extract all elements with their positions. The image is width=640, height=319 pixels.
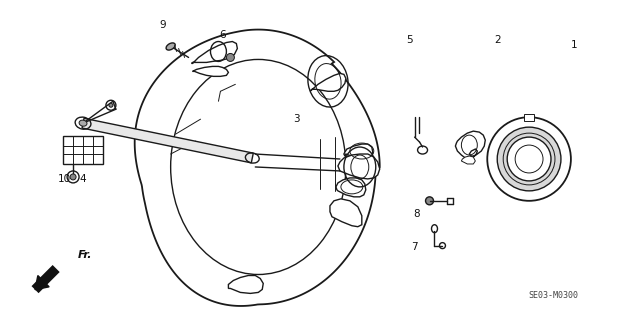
Ellipse shape — [497, 127, 561, 191]
Text: 2: 2 — [494, 34, 500, 45]
Ellipse shape — [166, 43, 175, 50]
Polygon shape — [330, 199, 362, 227]
Text: Fr.: Fr. — [78, 249, 93, 260]
Text: SE03-M0300: SE03-M0300 — [529, 291, 579, 300]
Polygon shape — [82, 118, 253, 163]
Polygon shape — [134, 30, 380, 306]
Polygon shape — [35, 276, 49, 290]
Ellipse shape — [70, 174, 76, 180]
Polygon shape — [191, 41, 237, 63]
Polygon shape — [344, 144, 372, 159]
Text: 1: 1 — [571, 40, 577, 49]
Ellipse shape — [227, 54, 234, 62]
Polygon shape — [456, 131, 485, 159]
Polygon shape — [336, 178, 366, 197]
Polygon shape — [228, 276, 263, 293]
Text: 7: 7 — [412, 241, 418, 252]
Polygon shape — [31, 265, 60, 293]
Text: 10: 10 — [58, 174, 70, 184]
Polygon shape — [338, 154, 380, 179]
Text: 5: 5 — [406, 34, 413, 45]
Ellipse shape — [507, 137, 551, 181]
Ellipse shape — [426, 197, 433, 205]
Polygon shape — [461, 156, 476, 164]
Text: 9: 9 — [159, 19, 166, 30]
Ellipse shape — [109, 103, 113, 107]
Text: 8: 8 — [413, 209, 420, 219]
Ellipse shape — [79, 120, 87, 126]
Polygon shape — [310, 73, 346, 91]
Text: 6: 6 — [219, 30, 226, 40]
Ellipse shape — [487, 117, 571, 201]
Text: 3: 3 — [292, 114, 300, 124]
Text: 4: 4 — [80, 174, 86, 184]
FancyBboxPatch shape — [63, 136, 103, 164]
FancyBboxPatch shape — [524, 114, 534, 121]
Polygon shape — [193, 66, 228, 76]
